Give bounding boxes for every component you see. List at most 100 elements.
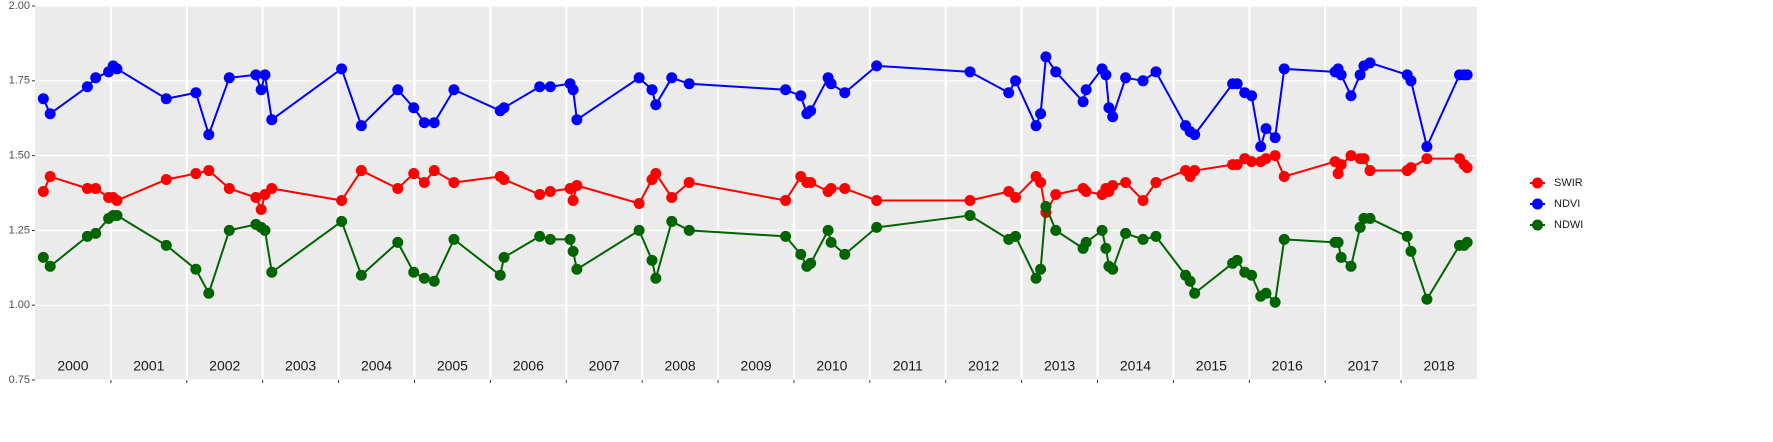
data-point	[392, 84, 404, 96]
data-point	[428, 275, 440, 287]
data-point	[223, 183, 235, 195]
data-point	[1461, 162, 1473, 174]
legend-label: SWIR	[1554, 177, 1583, 189]
data-point	[336, 215, 348, 227]
data-point	[336, 194, 348, 206]
y-tick-label: 1.75	[9, 75, 30, 87]
data-point	[780, 230, 792, 242]
data-point	[203, 165, 215, 177]
series-line	[42, 55, 1468, 148]
data-point	[44, 108, 56, 120]
year-label: 2002	[209, 358, 240, 374]
y-tick-label: 1.50	[9, 150, 30, 162]
data-point	[1107, 180, 1119, 192]
data-point	[1401, 230, 1413, 242]
series	[37, 200, 1473, 308]
data-point	[1260, 123, 1272, 135]
data-point	[666, 191, 678, 203]
data-point	[534, 188, 546, 200]
data-point	[1096, 224, 1108, 236]
data-point	[255, 84, 267, 96]
data-point	[408, 168, 420, 180]
data-point	[571, 263, 583, 275]
data-point	[650, 168, 662, 180]
data-point	[822, 224, 834, 236]
data-point	[633, 224, 645, 236]
data-point	[1405, 75, 1417, 87]
data-point	[1421, 153, 1433, 165]
data-point	[266, 114, 278, 126]
data-point	[567, 84, 579, 96]
series	[37, 51, 1473, 153]
data-point	[567, 245, 579, 257]
data-point	[355, 165, 367, 177]
data-point	[534, 81, 546, 93]
data-point	[780, 84, 792, 96]
legend: SWIR NDVI NDWI	[1530, 177, 1583, 231]
data-point	[408, 266, 420, 278]
year-label: 2005	[437, 358, 468, 374]
data-point	[408, 102, 420, 114]
data-point	[964, 66, 976, 78]
data-point	[871, 194, 883, 206]
marks	[37, 51, 1473, 308]
data-point	[259, 69, 271, 81]
data-point	[355, 269, 367, 281]
data-point	[498, 251, 510, 263]
data-point	[1189, 287, 1201, 299]
data-point	[111, 63, 123, 75]
data-point	[964, 194, 976, 206]
data-point	[567, 194, 579, 206]
year-label: 2001	[133, 358, 164, 374]
data-point	[571, 180, 583, 192]
data-point	[203, 129, 215, 141]
y-tick-label: 0.75	[9, 374, 30, 386]
data-point	[448, 233, 460, 245]
data-point	[683, 78, 695, 90]
data-point	[839, 248, 851, 260]
data-point	[1077, 96, 1089, 108]
year-label: 2015	[1196, 358, 1227, 374]
legend-key	[1532, 177, 1543, 189]
data-point	[1003, 87, 1015, 99]
data-point	[250, 69, 262, 81]
data-point	[160, 174, 172, 186]
data-point	[780, 194, 792, 206]
data-point	[1364, 165, 1376, 177]
data-point	[1421, 141, 1433, 153]
data-point	[1080, 84, 1092, 96]
data-point	[81, 183, 93, 195]
data-point	[1332, 236, 1344, 248]
data-point	[37, 186, 49, 198]
data-point	[37, 251, 49, 263]
data-point	[223, 224, 235, 236]
data-point	[1405, 162, 1417, 174]
data-point	[498, 102, 510, 114]
data-point	[1354, 69, 1366, 81]
data-point	[81, 230, 93, 242]
legend-key	[1532, 198, 1543, 210]
y-tick-label: 1.00	[9, 299, 30, 311]
data-point	[1345, 260, 1357, 272]
data-point	[1189, 129, 1201, 141]
data-point	[1040, 51, 1052, 63]
data-point	[1354, 221, 1366, 233]
series-line	[42, 205, 1468, 304]
year-label: 2014	[1120, 358, 1151, 374]
data-point	[428, 165, 440, 177]
data-point	[1030, 272, 1042, 284]
data-point	[1040, 200, 1052, 212]
data-point	[1010, 191, 1022, 203]
data-point	[544, 186, 556, 198]
data-point	[1269, 296, 1281, 308]
data-point	[1364, 57, 1376, 69]
plot-background	[35, 6, 1477, 380]
data-point	[1461, 236, 1473, 248]
data-point	[1080, 186, 1092, 198]
data-point	[259, 224, 271, 236]
legend-key	[1532, 219, 1543, 231]
data-point	[190, 87, 202, 99]
data-point	[1107, 263, 1119, 275]
year-label: 2000	[57, 358, 88, 374]
data-point	[1405, 245, 1417, 257]
